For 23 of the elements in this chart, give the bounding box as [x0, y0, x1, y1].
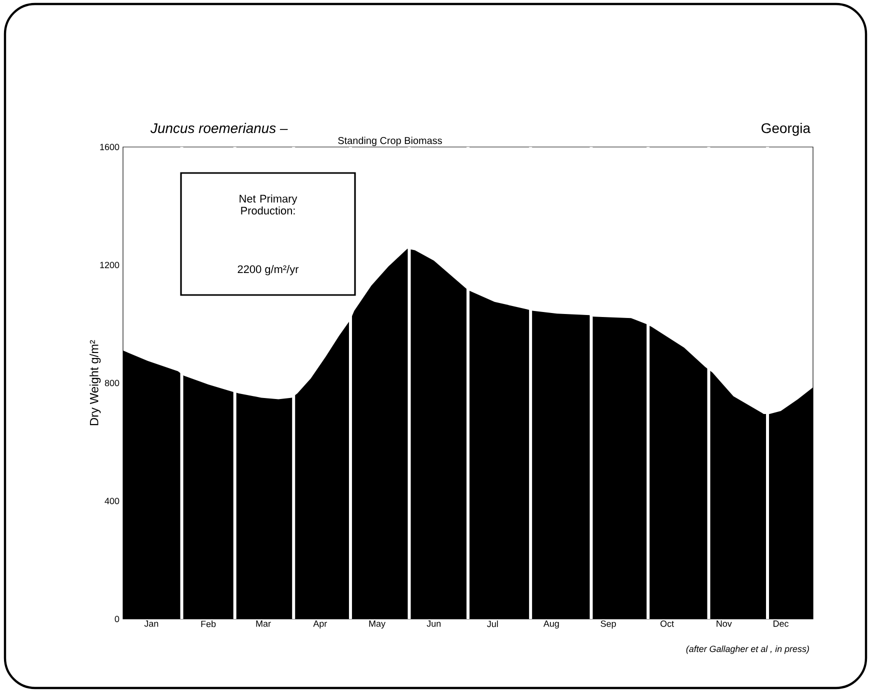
y-tick-label: 400 [104, 498, 120, 504]
chart-title: Juncus roemerianus – [150, 122, 288, 134]
x-tick-label: Mar [256, 620, 271, 627]
text: Georgia [762, 122, 810, 136]
x-tick-label: Apr [313, 620, 327, 629]
text: (after Gallagher et al , in press) [686, 646, 809, 654]
x-tick-label: Jul [487, 620, 498, 628]
y-axis-title: Dry Weight g/m² [90, 340, 101, 426]
x-tick-label: Dec [774, 620, 789, 627]
y-tick-label: 1600 [100, 144, 120, 150]
x-tick-label: May [369, 620, 386, 629]
x-tick-label: Jan [144, 620, 158, 627]
y-tick-label: 1200 [100, 262, 120, 268]
x-tick-label: Oct [660, 620, 674, 627]
x-tick-label: Aug [543, 620, 559, 629]
x-tick-label: Feb [201, 620, 216, 628]
annotation: Net Primary Production: [240, 194, 298, 215]
x-tick-label: Sep [600, 620, 616, 629]
x-tick-label: Nov [716, 620, 732, 627]
y-tick-label: 800 [104, 380, 120, 386]
chart-subtitle: Standing Crop Biomass [338, 136, 442, 146]
x-tick-label: Jun [426, 620, 441, 627]
y-tick-label: 0 [114, 616, 120, 622]
